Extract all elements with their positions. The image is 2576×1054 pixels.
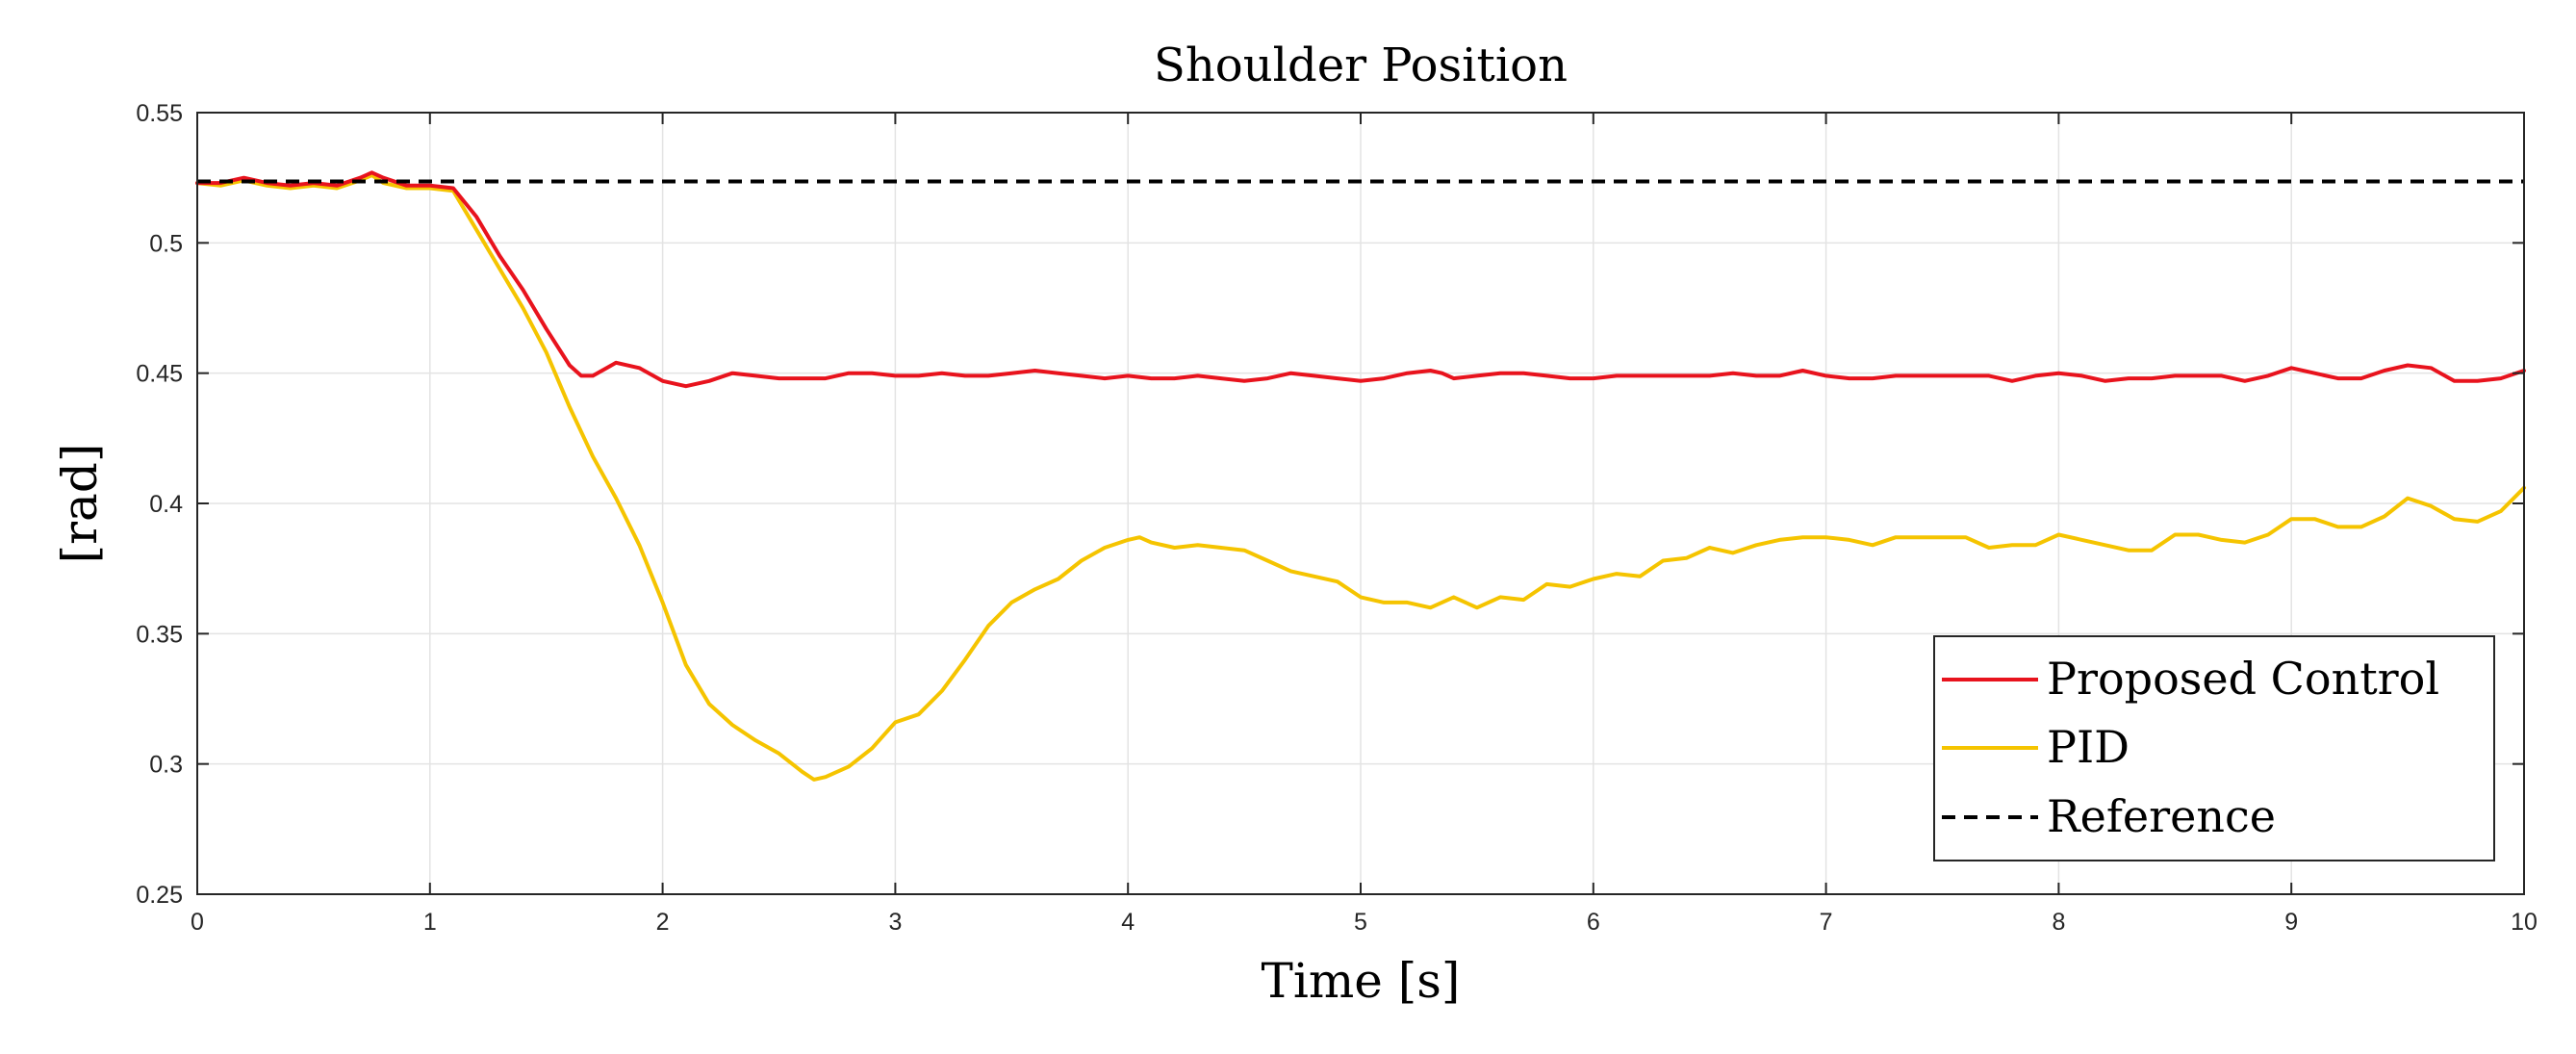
x-tick-label: 2 (656, 909, 670, 936)
x-tick-label: 3 (888, 909, 902, 936)
y-tick-label: 0.4 (149, 491, 183, 518)
legend-label-proposed-control: Proposed Control (2047, 653, 2439, 705)
x-tick-label: 1 (423, 909, 437, 936)
legend-label-pid: PID (2047, 721, 2130, 773)
x-tick-label: 6 (1587, 909, 1600, 936)
legend: Proposed Control PID Reference (1933, 635, 2495, 861)
y-tick-label: 0.25 (136, 882, 183, 909)
x-tick-label: 8 (2052, 909, 2065, 936)
y-tick-label: 0.45 (136, 361, 183, 388)
x-axis-label: Time [s] (1262, 953, 1461, 1009)
x-tick-label: 9 (2284, 909, 2298, 936)
y-tick-label: 0.35 (136, 621, 183, 648)
series-layer (195, 170, 2526, 782)
y-tick-label: 0.55 (136, 100, 183, 127)
y-axis-label: [rad] (52, 444, 108, 564)
y-tick-label: 0.3 (149, 752, 183, 779)
x-tick-label: 10 (2511, 909, 2538, 936)
series-line-pid (195, 173, 2526, 782)
x-tick-label: 5 (1354, 909, 1367, 936)
series-line-proposed-control (195, 170, 2526, 389)
x-tick-label: 7 (1820, 909, 1833, 936)
legend-label-reference: Reference (2047, 790, 2276, 842)
x-tick-label: 4 (1121, 909, 1135, 936)
x-tick-label: 0 (191, 909, 204, 936)
y-tick-label: 0.5 (149, 230, 183, 257)
ticks: 0 1 2 3 4 5 6 7 8 9 10 0.25 0.3 0.35 0.4 0.45 0.5 0.55 (136, 100, 2538, 936)
chart-title: Shoulder Position (1154, 39, 1568, 92)
